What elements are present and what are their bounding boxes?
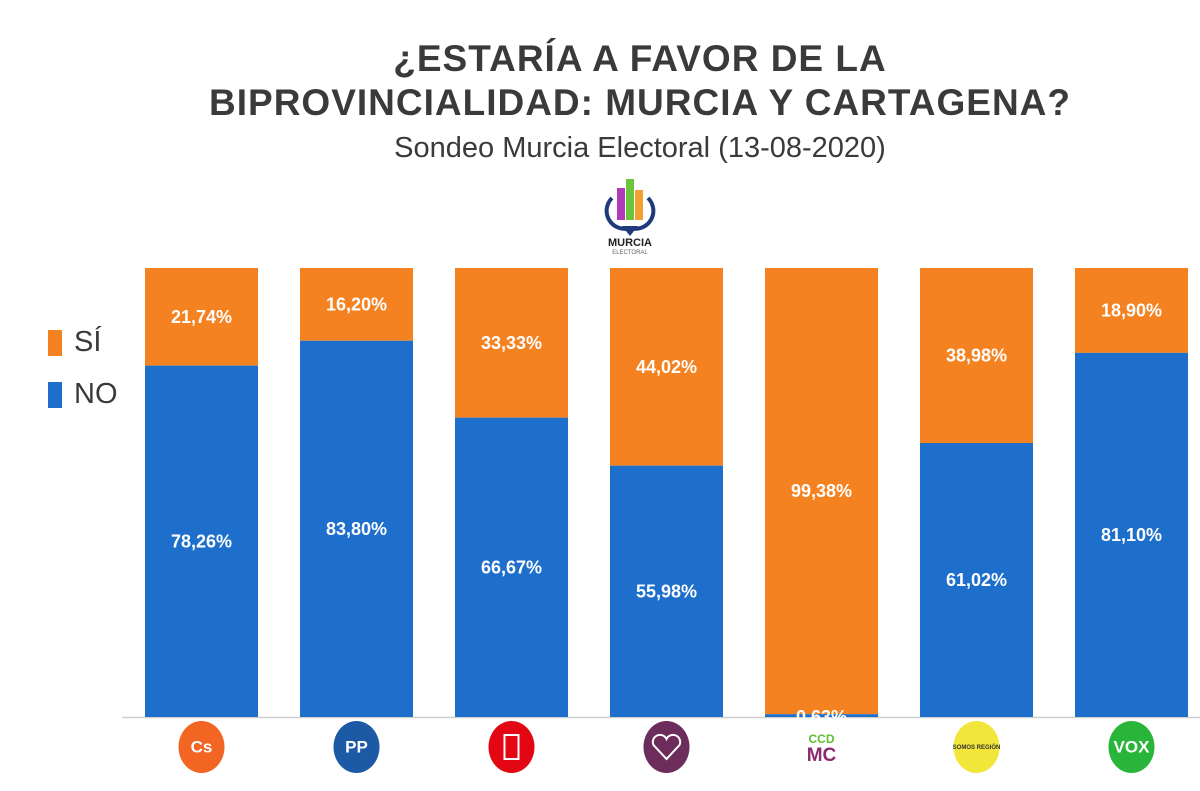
logo-main-text: MURCIA <box>608 237 652 249</box>
bar-si-1 <box>300 268 413 341</box>
legend-item-si: SÍ <box>48 326 101 359</box>
svg-text:PP: PP <box>345 738 368 757</box>
bar-no-1 <box>300 340 413 717</box>
legend-swatch-si <box>48 329 62 356</box>
data-label-si-4: 99,38% <box>791 481 852 501</box>
bar-no-4 <box>765 714 878 717</box>
data-label-si-3: 44,02% <box>636 357 697 377</box>
bar-si-4 <box>765 268 878 715</box>
data-label-si-2: 33,33% <box>481 333 542 353</box>
data-label-no-1: 83,80% <box>326 519 387 539</box>
legend-label-no: NO <box>74 378 118 410</box>
bar-no-2 <box>455 417 568 717</box>
bar-no-0 <box>145 365 258 717</box>
party-logo-podemos <box>643 721 690 773</box>
svg-text:VOX: VOX <box>1114 738 1151 757</box>
party-logo-psoe <box>488 721 535 773</box>
data-label-no-2: 66,67% <box>481 557 542 577</box>
party-logo-somos-región: SOMOS REGIÓN <box>953 721 1001 773</box>
data-label-si-6: 18,90% <box>1101 300 1162 320</box>
bar-si-5 <box>920 268 1033 444</box>
data-label-no-5: 61,02% <box>946 570 1007 590</box>
svg-text:SOMOS REGIÓN: SOMOS REGIÓN <box>953 743 1001 751</box>
svg-text:Cs: Cs <box>191 738 213 757</box>
party-logo-pp: PP <box>333 721 380 773</box>
chart-title-line2: BIPROVINCIALIDAD: MURCIA Y CARTAGENA? <box>209 82 1071 123</box>
svg-text:CCD: CCD <box>809 732 835 746</box>
bar-si-0 <box>145 268 258 366</box>
legend-item-no: NO <box>48 378 118 411</box>
data-label-no-4: 0,63% <box>796 707 847 727</box>
bar-si-6 <box>1075 268 1188 353</box>
data-label-no-3: 55,98% <box>636 581 697 601</box>
bar-si-2 <box>455 268 568 418</box>
murcia-electoral-logo: MURCIA ELECTORAL <box>604 179 656 256</box>
data-label-si-5: 38,98% <box>946 346 1007 366</box>
logo-sub-text: ELECTORAL <box>612 250 648 256</box>
data-label-no-0: 78,26% <box>171 531 232 551</box>
chart-subtitle: Sondeo Murcia Electoral (13-08-2020) <box>394 132 886 164</box>
legend-swatch-no <box>48 381 62 408</box>
data-label-no-6: 81,10% <box>1101 525 1162 545</box>
party-logo-vox: VOX <box>1108 721 1155 773</box>
data-label-si-1: 16,20% <box>326 294 387 314</box>
data-label-si-0: 21,74% <box>171 307 232 327</box>
bar-no-3 <box>610 465 723 717</box>
legend-label-si: SÍ <box>74 326 102 358</box>
svg-text:MC: MC <box>807 745 837 766</box>
bar-no-6 <box>1075 352 1188 717</box>
chart-title-line1: ¿ESTARÍA A FAVOR DE LA <box>393 38 887 79</box>
bar-si-3 <box>610 268 723 466</box>
bar-no-5 <box>920 443 1033 717</box>
party-logo-cs: Cs <box>178 721 225 773</box>
